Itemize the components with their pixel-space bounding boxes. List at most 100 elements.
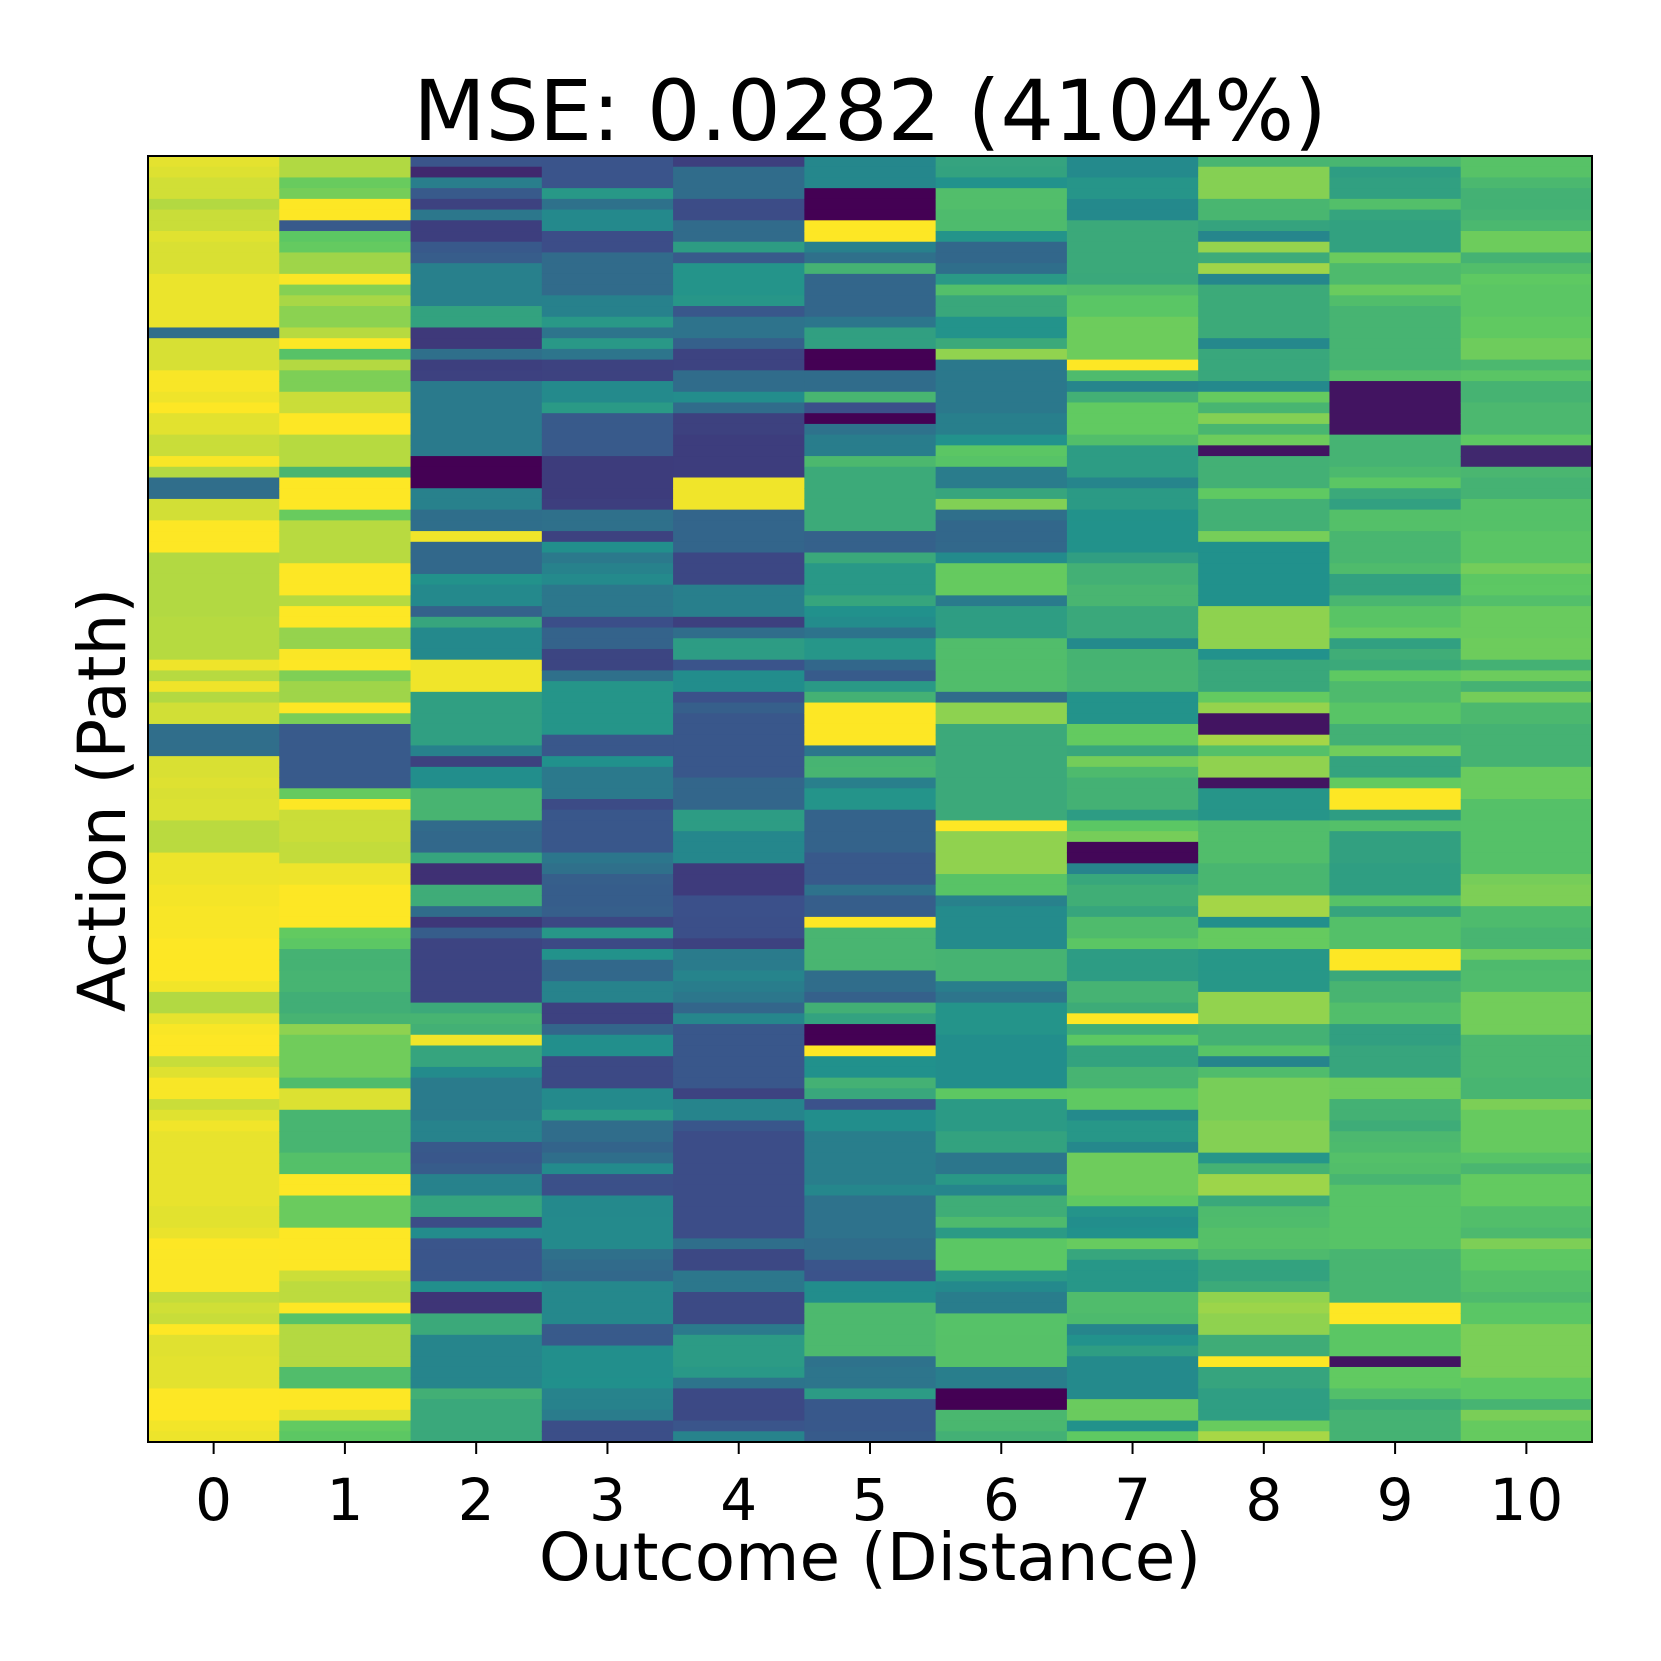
heatmap-cell bbox=[410, 1141, 543, 1154]
heatmap-cell bbox=[804, 852, 937, 864]
heatmap-cell bbox=[279, 1388, 412, 1400]
heatmap-cell bbox=[1460, 477, 1593, 489]
heatmap-cell bbox=[804, 1366, 937, 1379]
heatmap-cell bbox=[673, 381, 805, 393]
heatmap-cell bbox=[1198, 466, 1331, 479]
heatmap-cell bbox=[541, 552, 674, 564]
heatmap-cell bbox=[935, 252, 1068, 264]
heatmap-cell bbox=[935, 1216, 1068, 1229]
heatmap-cell bbox=[1066, 284, 1199, 296]
heatmap-cell bbox=[1066, 263, 1199, 275]
heatmap-cell bbox=[1198, 766, 1331, 779]
heatmap-cell bbox=[279, 595, 412, 607]
heatmap-cell bbox=[935, 670, 1068, 682]
heatmap-cell bbox=[148, 884, 280, 897]
heatmap-cell bbox=[1066, 1259, 1199, 1272]
heatmap-cell bbox=[804, 981, 937, 993]
heatmap-cell bbox=[1198, 745, 1331, 757]
heatmap-cell bbox=[1460, 209, 1593, 221]
heatmap-cell bbox=[673, 370, 805, 382]
heatmap-cell bbox=[804, 348, 937, 361]
heatmap-cell bbox=[1329, 1131, 1462, 1143]
heatmap-cell bbox=[673, 788, 805, 800]
heatmap-cell bbox=[1198, 1281, 1331, 1293]
heatmap-cell bbox=[279, 456, 412, 468]
heatmap-cell bbox=[1329, 820, 1462, 832]
heatmap-cell bbox=[1329, 1249, 1462, 1261]
heatmap-cell bbox=[410, 1366, 543, 1379]
heatmap-cell bbox=[804, 659, 937, 671]
heatmap-cell bbox=[1066, 970, 1199, 982]
heatmap-cell bbox=[804, 284, 937, 296]
x-axis-label: Outcome (Distance) bbox=[539, 1519, 1201, 1596]
heatmap-cell bbox=[1198, 552, 1331, 564]
heatmap-cell bbox=[1460, 595, 1593, 607]
heatmap-cell bbox=[1329, 263, 1462, 275]
heatmap-cell bbox=[1460, 231, 1593, 243]
heatmap-cell bbox=[279, 1281, 412, 1293]
heatmap-cell bbox=[1066, 1195, 1199, 1207]
heatmap-cell bbox=[804, 820, 937, 832]
heatmap-cell bbox=[1066, 488, 1199, 500]
heatmap-cell bbox=[279, 1334, 412, 1347]
heatmap-cell bbox=[1198, 1206, 1331, 1218]
heatmap-cell bbox=[935, 241, 1068, 254]
heatmap-cell bbox=[1066, 1431, 1199, 1443]
heatmap-cell bbox=[673, 1088, 805, 1100]
heatmap-cell bbox=[1198, 1024, 1331, 1036]
heatmap-cell bbox=[935, 820, 1068, 832]
heatmap-cell bbox=[1329, 884, 1462, 897]
heatmap-cell bbox=[148, 681, 280, 693]
heatmap-cell bbox=[1460, 777, 1593, 789]
heatmap-cell bbox=[1066, 220, 1199, 232]
heatmap-cell bbox=[279, 1141, 412, 1154]
heatmap-cell bbox=[804, 445, 937, 457]
heatmap-cell bbox=[673, 874, 805, 886]
heatmap-cell bbox=[1066, 1281, 1199, 1293]
heatmap-cell bbox=[804, 745, 937, 757]
heatmap-cell bbox=[410, 563, 543, 575]
heatmap-cell bbox=[804, 477, 937, 489]
heatmap-cell bbox=[279, 638, 412, 650]
heatmap-cell bbox=[1329, 991, 1462, 1004]
heatmap-cell bbox=[1066, 327, 1199, 339]
heatmap-cell bbox=[148, 573, 280, 586]
heatmap-cell bbox=[148, 284, 280, 296]
heatmap-cell bbox=[1198, 1045, 1331, 1057]
heatmap-cell bbox=[148, 852, 280, 864]
heatmap-cell bbox=[935, 231, 1068, 243]
heatmap-cell bbox=[410, 874, 543, 886]
heatmap-cell bbox=[410, 1195, 543, 1207]
heatmap-cell bbox=[1198, 1034, 1331, 1047]
heatmap-cell bbox=[541, 799, 674, 811]
heatmap-cell bbox=[935, 1045, 1068, 1057]
heatmap-cell bbox=[1198, 788, 1331, 800]
heatmap-cell bbox=[1198, 1184, 1331, 1197]
heatmap-cell bbox=[410, 863, 543, 875]
heatmap-cell bbox=[1329, 284, 1462, 296]
heatmap-cell bbox=[935, 1024, 1068, 1036]
heatmap-cell bbox=[935, 927, 1068, 939]
heatmap-cell bbox=[935, 713, 1068, 725]
heatmap-cell bbox=[1066, 1409, 1199, 1422]
heatmap-cell bbox=[804, 156, 937, 168]
heatmap-cell bbox=[1460, 1013, 1593, 1025]
heatmap-cell bbox=[673, 1002, 805, 1014]
heatmap-cell bbox=[541, 916, 674, 929]
heatmap-cell bbox=[279, 563, 412, 575]
heatmap-cell bbox=[410, 949, 543, 961]
heatmap-cell bbox=[1329, 1238, 1462, 1250]
heatmap-cell bbox=[541, 284, 674, 296]
heatmap-cell bbox=[541, 1238, 674, 1250]
heatmap-cell bbox=[804, 573, 937, 586]
heatmap-cell bbox=[1460, 1120, 1593, 1132]
heatmap-cell bbox=[1198, 327, 1331, 339]
heatmap-cell bbox=[804, 734, 937, 747]
heatmap-cell bbox=[279, 938, 412, 950]
heatmap-cell bbox=[804, 295, 937, 307]
heatmap-cell bbox=[410, 498, 543, 511]
heatmap-cell bbox=[804, 166, 937, 179]
heatmap-cell bbox=[1329, 1034, 1462, 1047]
heatmap-cell bbox=[804, 520, 937, 532]
heatmap-cell bbox=[935, 1420, 1068, 1432]
